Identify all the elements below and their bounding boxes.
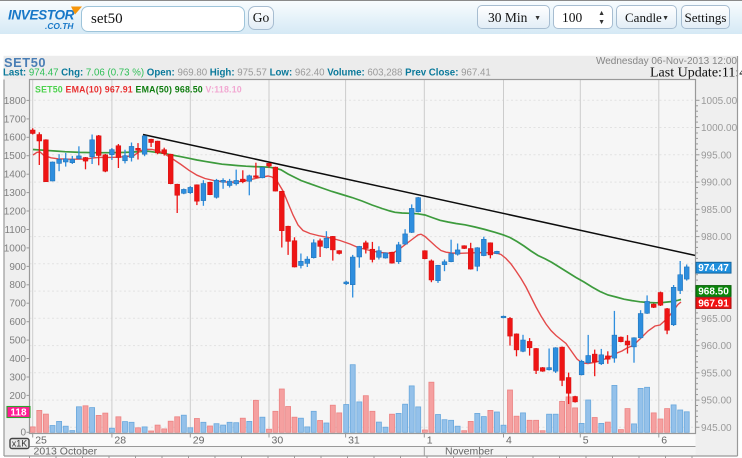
svg-text:1600: 1600: [4, 133, 27, 144]
svg-text:5: 5: [583, 435, 589, 447]
svg-text:200: 200: [9, 391, 26, 402]
svg-text:118: 118: [10, 407, 27, 418]
svg-text:1000: 1000: [4, 243, 27, 254]
svg-text:Last: 974.47 Chg: 7.06 (0.7: Last: 974.47 Chg: 7.06 (0.73 %) Open: 96…: [3, 68, 491, 79]
svg-text:965.00: 965.00: [701, 314, 732, 325]
svg-text:300: 300: [9, 372, 26, 383]
svg-text:1000.00: 1000.00: [701, 123, 738, 134]
svg-text:945.00: 945.00: [701, 423, 732, 434]
svg-text:1300: 1300: [4, 188, 27, 199]
svg-text:.CO.TH: .CO.TH: [45, 21, 74, 31]
svg-text:November: November: [445, 446, 494, 458]
svg-text:31: 31: [348, 435, 360, 447]
svg-text:1200: 1200: [4, 206, 27, 217]
svg-text:1800: 1800: [4, 96, 27, 107]
svg-text:25: 25: [35, 435, 47, 447]
svg-text:600: 600: [9, 317, 26, 328]
svg-text:995.00: 995.00: [701, 150, 732, 161]
svg-text:SET50 EMA(10) 967.91 EMA(50) 9: SET50 EMA(10) 967.91 EMA(50) 968.50 V:11…: [35, 85, 242, 95]
svg-text:967.91: 967.91: [698, 298, 729, 309]
svg-text:28: 28: [114, 435, 126, 447]
svg-text:Last Update:11:44: Last Update:11:44: [650, 66, 742, 81]
svg-text:974.47: 974.47: [698, 263, 729, 274]
svg-text:1: 1: [427, 435, 433, 447]
svg-text:2013 October: 2013 October: [34, 446, 98, 458]
svg-text:500: 500: [9, 336, 26, 347]
svg-text:700: 700: [9, 299, 26, 310]
svg-text:0: 0: [20, 428, 26, 439]
svg-text:1005.00: 1005.00: [701, 96, 738, 107]
svg-text:INVESTOR: INVESTOR: [8, 8, 75, 23]
svg-text:985.00: 985.00: [701, 205, 732, 216]
svg-text:990.00: 990.00: [701, 178, 732, 189]
svg-text:1100: 1100: [4, 225, 26, 236]
svg-text:29: 29: [193, 435, 205, 447]
svg-text:x1K: x1K: [12, 439, 28, 449]
svg-text:955.00: 955.00: [701, 368, 732, 379]
svg-text:4: 4: [506, 435, 512, 447]
svg-text:400: 400: [9, 354, 26, 365]
svg-text:Wednesday 06-Nov-2013 12:00: Wednesday 06-Nov-2013 12:00: [596, 56, 737, 67]
svg-text:1500: 1500: [4, 151, 27, 162]
svg-text:800: 800: [9, 280, 26, 291]
svg-text:30: 30: [272, 435, 284, 447]
svg-text:960.00: 960.00: [701, 341, 732, 352]
svg-text:6: 6: [661, 435, 667, 447]
svg-text:1400: 1400: [4, 170, 27, 181]
svg-text:1700: 1700: [4, 114, 27, 125]
svg-text:980.00: 980.00: [701, 232, 732, 243]
svg-text:SET50: SET50: [4, 55, 46, 70]
svg-text:900: 900: [9, 262, 26, 273]
svg-text:968.50: 968.50: [698, 286, 729, 297]
svg-text:950.00: 950.00: [701, 396, 732, 407]
